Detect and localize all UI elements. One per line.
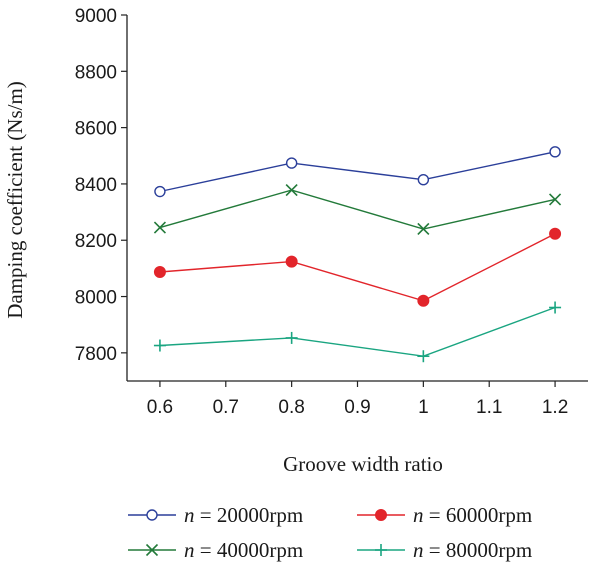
series [154, 146, 561, 198]
data-point [417, 222, 430, 236]
y-tick-label: 8000 [75, 288, 117, 309]
legend-label: n = 80000rpm [413, 538, 532, 562]
x-tick-label: 0.6 [147, 397, 173, 418]
x-tick-label: 0.7 [213, 397, 239, 418]
y-tick-label: 8600 [75, 119, 117, 140]
data-point [375, 509, 387, 521]
data-point [145, 543, 159, 557]
data-point [549, 227, 562, 240]
data-point [154, 185, 166, 198]
y-tick-label: 7800 [75, 344, 117, 365]
y-axis-label: Damping coefficient (Ns/m) [3, 81, 27, 319]
data-point [549, 193, 562, 206]
marker-stroke [549, 193, 562, 206]
legend-label: n = 20000rpm [184, 503, 303, 527]
data-point [153, 266, 166, 279]
legend-item: n = 20000rpm [128, 503, 303, 527]
series-line [159, 189, 556, 230]
x-tick-label: 1 [418, 397, 429, 418]
y-tick-label: 8800 [75, 62, 117, 83]
marker-stroke [145, 543, 159, 557]
legend-label: n = 60000rpm [413, 503, 532, 527]
data-point [549, 301, 562, 314]
marker-stroke [153, 221, 166, 234]
series-line [159, 151, 556, 193]
series-line [159, 306, 556, 357]
series [153, 184, 562, 236]
y-tick-label: 9000 [75, 6, 117, 27]
legend-label: n = 40000rpm [184, 538, 303, 562]
data-point [375, 544, 387, 556]
data-point [417, 350, 430, 363]
axes: 7800 8000 8200 8400 8600 8800 9000 0.6 0.7 0.8 0.9… [75, 6, 588, 418]
x-tick-label: 0.9 [344, 397, 370, 418]
data-point [153, 221, 166, 234]
data-point [285, 157, 298, 169]
data-point [417, 294, 430, 307]
marker-stroke [417, 222, 430, 236]
marker-stroke [285, 184, 298, 197]
legend-item: n = 60000rpm [357, 503, 532, 527]
x-tick-label: 1.2 [542, 397, 568, 418]
y-tick-label: 8200 [75, 231, 117, 252]
series [153, 301, 562, 363]
plot-area [153, 146, 562, 363]
data-point [417, 173, 430, 186]
data-point [285, 184, 298, 197]
legend: n = 20000rpm n = 60000rpm n = 40000rpm n = … [128, 503, 532, 562]
data-point [146, 509, 158, 521]
x-tick-label: 1.1 [476, 397, 502, 418]
legend-item: n = 80000rpm [357, 538, 532, 562]
data-point [285, 255, 298, 268]
data-point [549, 146, 561, 158]
series [153, 227, 562, 307]
data-point [285, 331, 298, 344]
data-point [153, 339, 166, 352]
x-axis-label: Groove width ratio [283, 452, 443, 476]
series-line [159, 233, 556, 302]
y-tick-label: 8400 [75, 175, 117, 196]
x-tick-label: 0.8 [278, 397, 304, 418]
legend-item: n = 40000rpm [128, 538, 303, 562]
